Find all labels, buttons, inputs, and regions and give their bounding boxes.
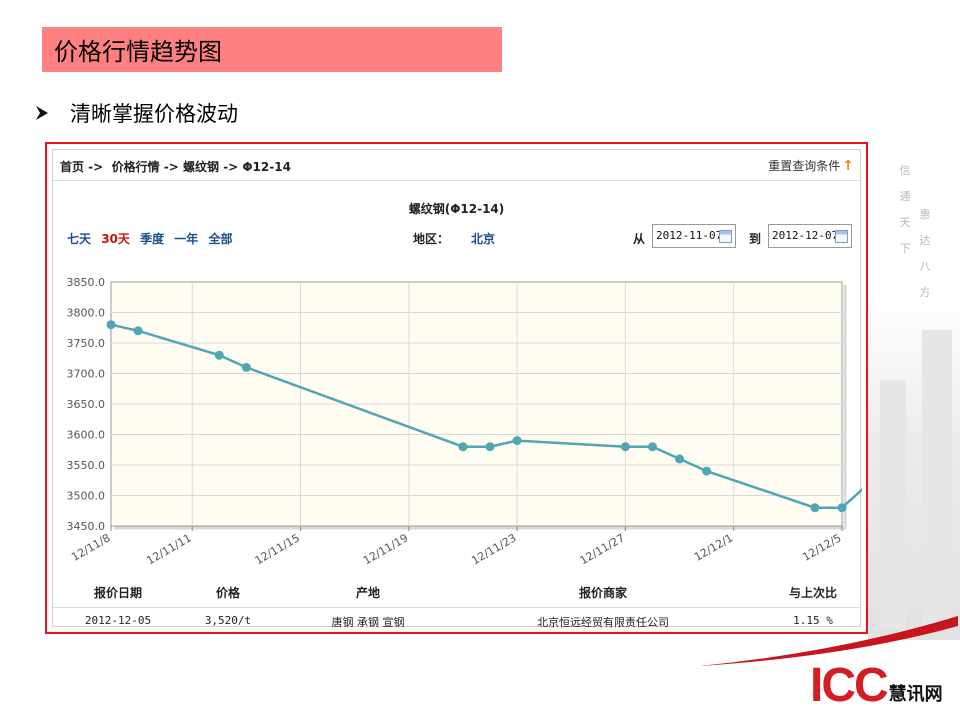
bullet-point: 清晰掌握价格波动	[34, 98, 238, 128]
y-tick-label: 3600.0	[67, 429, 106, 442]
y-tick-label: 3750.0	[67, 337, 106, 350]
reset-query-link[interactable]: 重置查询条件 ↑	[768, 157, 854, 174]
y-tick-label: 3550.0	[67, 459, 106, 472]
data-point	[133, 326, 143, 336]
side-slogan-right: 惠达八方	[919, 208, 931, 299]
data-point	[837, 503, 847, 513]
data-point	[620, 442, 630, 452]
region-label: 地区：	[413, 232, 450, 246]
y-tick-label: 3800.0	[67, 307, 106, 320]
x-tick-label: 12/11/8	[69, 531, 112, 563]
divider	[53, 180, 860, 181]
logo-text: 慧讯网	[888, 684, 943, 705]
cell-price: 3,520/t	[204, 614, 252, 627]
data-point	[214, 350, 224, 360]
arrow-up-icon: ↑	[842, 157, 854, 174]
data-point	[106, 320, 116, 330]
calendar-icon[interactable]	[719, 230, 732, 243]
bullet-arrow-icon	[36, 106, 48, 120]
x-tick-label: 12/11/15	[253, 531, 302, 567]
x-tick-label: 12/11/11	[144, 531, 193, 567]
cell-merchant: 北京恒远经贸有限责任公司	[537, 616, 669, 629]
y-tick-label: 3650.0	[67, 398, 106, 411]
range-year[interactable]: 一年	[174, 232, 199, 246]
col-price: 价格	[215, 586, 240, 600]
background-tower	[880, 380, 906, 630]
reset-query-label: 重置查询条件	[768, 159, 841, 173]
screenshot-frame: 首页 -> 价格行情 -> 螺纹钢 -> Φ12-14 重置查询条件 ↑ 螺纹钢…	[45, 142, 868, 634]
date-to-label: 到	[749, 232, 762, 246]
range-quarter[interactable]: 季度	[140, 232, 165, 246]
calendar-icon[interactable]	[835, 230, 848, 243]
y-tick-label: 3700.0	[67, 368, 106, 381]
background-tower	[922, 330, 952, 630]
date-from-label: 从	[633, 232, 646, 246]
data-point	[810, 503, 820, 513]
series-line	[110, 323, 862, 509]
y-tick-label: 3450.0	[67, 520, 106, 533]
divider	[53, 607, 860, 608]
range-7days[interactable]: 七天	[67, 232, 92, 246]
col-merchant: 报价商家	[578, 586, 627, 600]
breadcrumb: 首页 -> 价格行情 -> 螺纹钢 -> Φ12-14	[60, 160, 291, 174]
y-tick-label: 3850.0	[67, 276, 106, 289]
chart-title: 螺纹钢(Φ12-14)	[408, 202, 505, 216]
y-tick-label: 3500.0	[67, 490, 106, 503]
data-point	[675, 454, 685, 464]
x-tick-label: 12/11/19	[361, 531, 410, 567]
date-to-value: 2012-12-07	[772, 229, 839, 242]
col-origin: 产地	[355, 586, 380, 600]
side-slogan-left: 信通天下	[899, 164, 911, 255]
date-to-input[interactable]: 2012-12-07	[768, 224, 852, 248]
x-tick-label: 12/12/5	[800, 531, 843, 563]
slide-title-bar: 价格行情趋势图	[42, 27, 502, 72]
icc-logo: ICC 慧讯网	[810, 662, 943, 710]
range-30days[interactable]: 30天	[101, 232, 130, 246]
data-point	[485, 442, 495, 452]
col-date: 报价日期	[93, 586, 142, 600]
range-links: 七天 30天 季度 一年 全部	[67, 230, 239, 247]
logo-mark: ICC	[810, 659, 889, 712]
data-point	[702, 466, 712, 476]
date-from-input[interactable]: 2012-11-07	[652, 224, 736, 248]
date-from-value: 2012-11-07	[656, 229, 723, 242]
col-change: 与上次比	[788, 586, 837, 600]
x-tick-label: 12/11/23	[469, 531, 518, 567]
x-tick-label: 12/12/1	[692, 531, 735, 563]
range-all[interactable]: 全部	[208, 232, 233, 246]
table-header: 报价日期 价格 产地 报价商家 与上次比	[53, 584, 860, 606]
data-point	[647, 442, 657, 452]
data-point	[458, 442, 468, 452]
x-tick-label: 12/11/27	[578, 531, 627, 567]
table-row: 2012-12-05 3,520/t 唐钢 承钢 宣钢 北京恒远经贸有限责任公司…	[53, 614, 860, 630]
slide-title: 价格行情趋势图	[54, 38, 222, 66]
region-value-link[interactable]: 北京	[471, 232, 496, 246]
price-trend-chart: 3450.0 3500.0 3550.0 3600.0 3650.0 3700.0 3750…	[67, 276, 862, 567]
cell-date: 2012-12-05	[84, 614, 152, 627]
data-point	[512, 436, 522, 446]
price-page: 首页 -> 价格行情 -> 螺纹钢 -> Φ12-14 重置查询条件 ↑ 螺纹钢…	[52, 149, 862, 630]
cell-change: 1.15 %	[793, 614, 833, 627]
data-point	[241, 362, 251, 372]
bullet-text: 清晰掌握价格波动	[70, 102, 238, 126]
cell-origin: 唐钢 承钢 宣钢	[331, 616, 405, 629]
